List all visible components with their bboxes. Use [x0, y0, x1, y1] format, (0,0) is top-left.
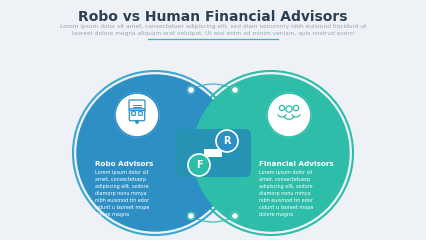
Text: Robo vs Human Financial Advisors: Robo vs Human Financial Advisors — [78, 10, 348, 24]
Text: Robo Advisors: Robo Advisors — [95, 161, 153, 167]
Circle shape — [187, 86, 195, 94]
Text: laoreet dolore magna aliquam erat volutpat. Ut wisi enim ad minim veniam, quis n: laoreet dolore magna aliquam erat volutp… — [72, 30, 354, 36]
Text: R: R — [223, 136, 231, 146]
Text: Lorem ipsum dolor sit
amet, consectetuerp
adipiscing elit, sedore
diamorp nonu m: Lorem ipsum dolor sit amet, consectetuer… — [259, 170, 314, 217]
Text: F: F — [196, 160, 202, 170]
FancyBboxPatch shape — [204, 149, 222, 157]
Circle shape — [115, 93, 159, 137]
Circle shape — [188, 154, 210, 176]
Text: Lorem ipsum dolor sit amet, consectetuer adipiscing elit, sed diam nonummy nibh : Lorem ipsum dolor sit amet, consectetuer… — [60, 24, 366, 29]
Circle shape — [193, 75, 349, 231]
FancyBboxPatch shape — [175, 129, 251, 177]
Circle shape — [231, 212, 239, 220]
Circle shape — [267, 93, 311, 137]
Circle shape — [231, 86, 239, 94]
Circle shape — [187, 212, 195, 220]
Circle shape — [216, 130, 238, 152]
Circle shape — [136, 121, 138, 123]
Circle shape — [77, 75, 233, 231]
Text: Lorem ipsum dolor sit
amet, consectetuerp
adipiscing elit, sedore
diamorp nonu m: Lorem ipsum dolor sit amet, consectetuer… — [95, 170, 150, 217]
Text: Financial Advisors: Financial Advisors — [259, 161, 334, 167]
